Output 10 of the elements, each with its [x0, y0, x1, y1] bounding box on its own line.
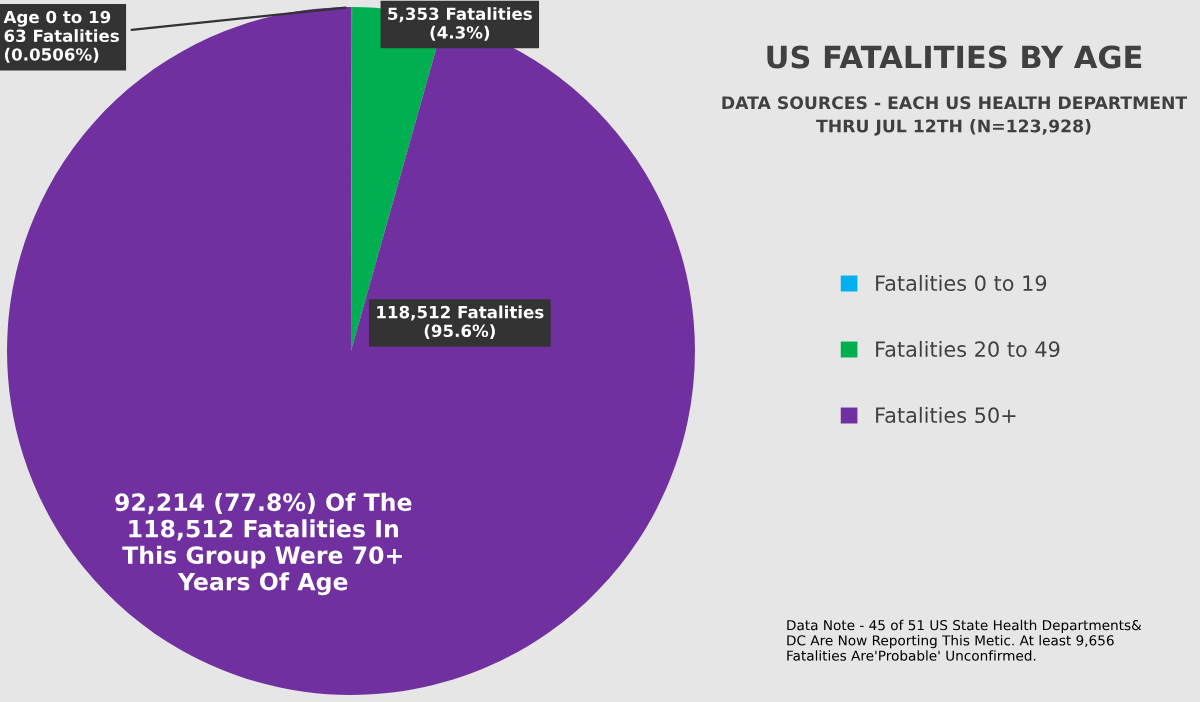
data-label: Age 0 to 19 63 Fatalities (0.0506%) — [3, 10, 119, 63]
text: US FATALITIES BY AGE — [767, 45, 1142, 69]
text: 92,214 (77.8%) Of The 118,512 Fatalities In This Group Were 70+ Years Of Age — [115, 492, 412, 596]
pie-slice — [7, 7, 695, 695]
text: DATA SOURCES - EACH US HEALTH DEPARTMENT THRU JUL 12TH (N=123,928) — [722, 96, 1188, 136]
data-label: 5,353 Fatalities (4.3%) — [388, 7, 532, 41]
legend-label: Fatalities 20 to 49 — [876, 340, 1060, 358]
legend-label: Fatalities 0 to 19 — [876, 274, 1047, 292]
data-label: 118,512 Fatalities (95.6%) — [377, 305, 544, 340]
legend-label: Fatalities 50+ — [876, 406, 1016, 424]
